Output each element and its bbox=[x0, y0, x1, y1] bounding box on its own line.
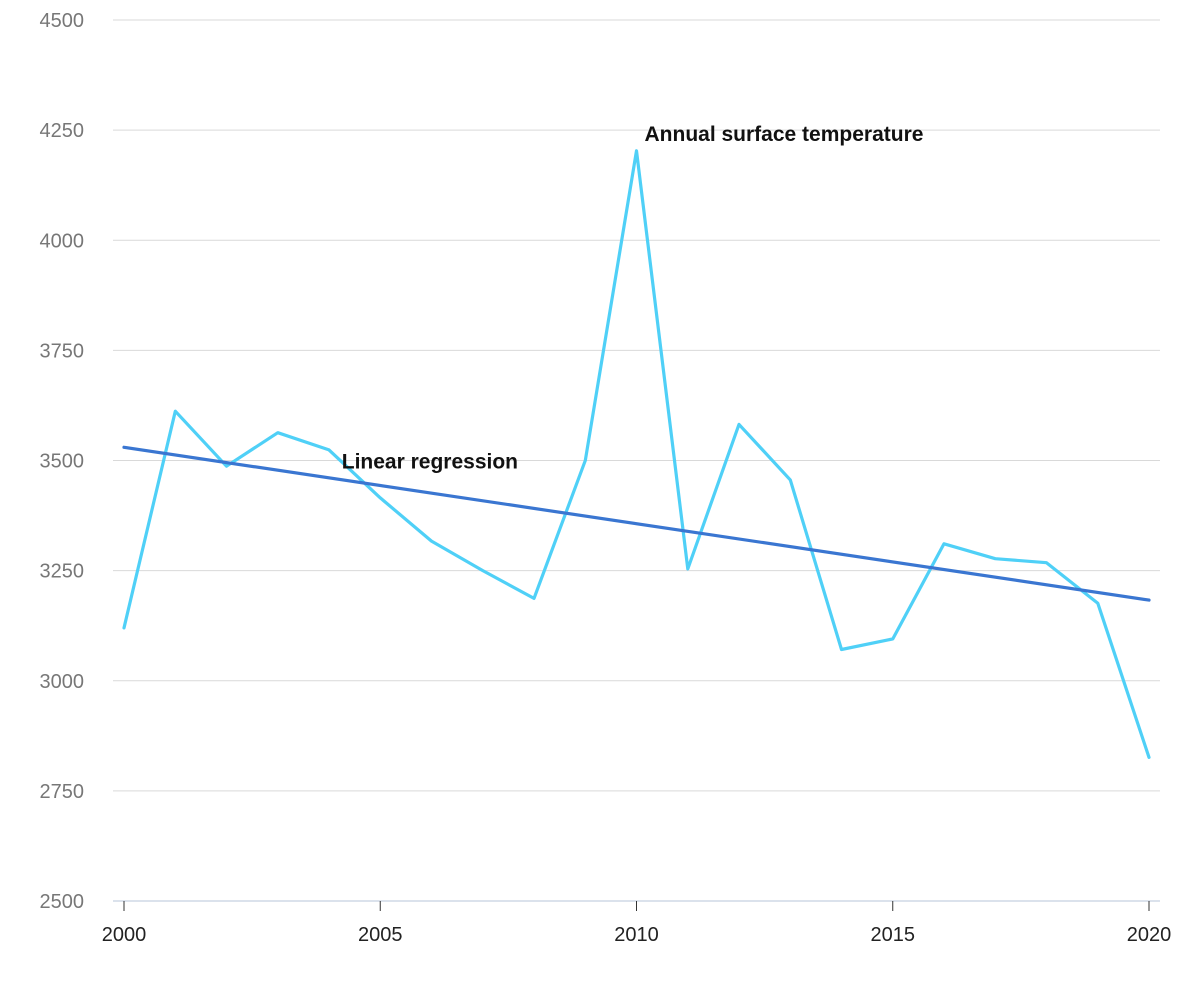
x-tick-label: 2015 bbox=[871, 924, 916, 946]
x-axis-ticks: 2000 2005 2010 2015 2020 bbox=[102, 901, 1172, 946]
series-annotation-label: Annual surface temperature bbox=[645, 123, 924, 146]
y-tick-label: 3750 bbox=[40, 340, 85, 362]
y-tick-label: 3250 bbox=[40, 561, 85, 583]
x-tick-label: 2020 bbox=[1127, 924, 1172, 946]
y-tick-label: 2750 bbox=[40, 781, 85, 803]
y-tick-label: 4250 bbox=[40, 120, 85, 142]
series-annotation-label: Linear regression bbox=[342, 450, 518, 473]
x-tick-label: 2005 bbox=[358, 924, 403, 946]
series-line-1 bbox=[122, 445, 1151, 602]
series-line-0 bbox=[122, 149, 1151, 760]
y-gridlines bbox=[113, 19, 1160, 792]
y-tick-label: 4000 bbox=[40, 230, 85, 252]
y-axis-ticks: 2500 2750 3000 3250 3500 3750 4000 4250 4500 bbox=[40, 10, 85, 913]
y-tick-label: 3000 bbox=[40, 671, 85, 693]
x-tick-label: 2010 bbox=[614, 924, 659, 946]
y-tick-label: 4500 bbox=[40, 10, 85, 32]
y-tick-label: 2500 bbox=[40, 891, 85, 913]
series-annotations: Annual surface temperature Linear regress… bbox=[342, 123, 924, 474]
y-tick-label: 3500 bbox=[40, 451, 85, 473]
series-lines bbox=[122, 149, 1151, 760]
x-tick-label: 2000 bbox=[102, 924, 147, 946]
